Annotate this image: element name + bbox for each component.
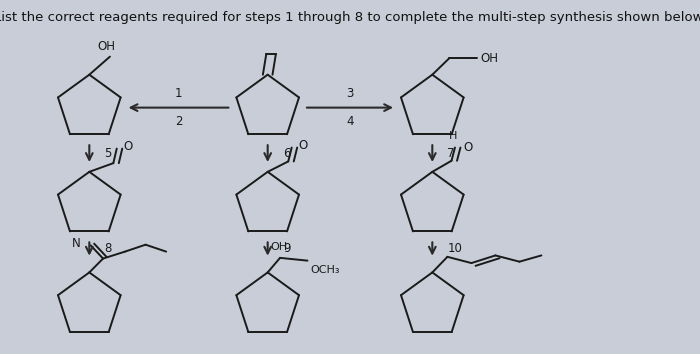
Text: 3: 3 <box>346 87 354 100</box>
Text: 7: 7 <box>447 147 455 160</box>
Text: 1: 1 <box>175 87 182 100</box>
Text: List the correct reagents required for steps 1 through 8 to complete the multi-s: List the correct reagents required for s… <box>0 11 700 24</box>
Text: OH: OH <box>97 40 116 53</box>
Text: 5: 5 <box>104 147 112 160</box>
Text: 4: 4 <box>346 115 354 128</box>
Text: 10: 10 <box>447 242 462 256</box>
Text: OH: OH <box>480 52 498 64</box>
Text: 8: 8 <box>104 242 112 256</box>
Text: O: O <box>124 140 133 153</box>
Text: 9: 9 <box>283 242 290 256</box>
Text: 2: 2 <box>175 115 182 128</box>
Text: N: N <box>72 238 81 251</box>
Text: O: O <box>298 139 308 152</box>
Text: 6: 6 <box>283 147 290 160</box>
Text: O: O <box>463 141 473 154</box>
Text: OH: OH <box>270 242 287 252</box>
Text: H: H <box>449 131 457 141</box>
Text: OCH₃: OCH₃ <box>310 265 340 275</box>
